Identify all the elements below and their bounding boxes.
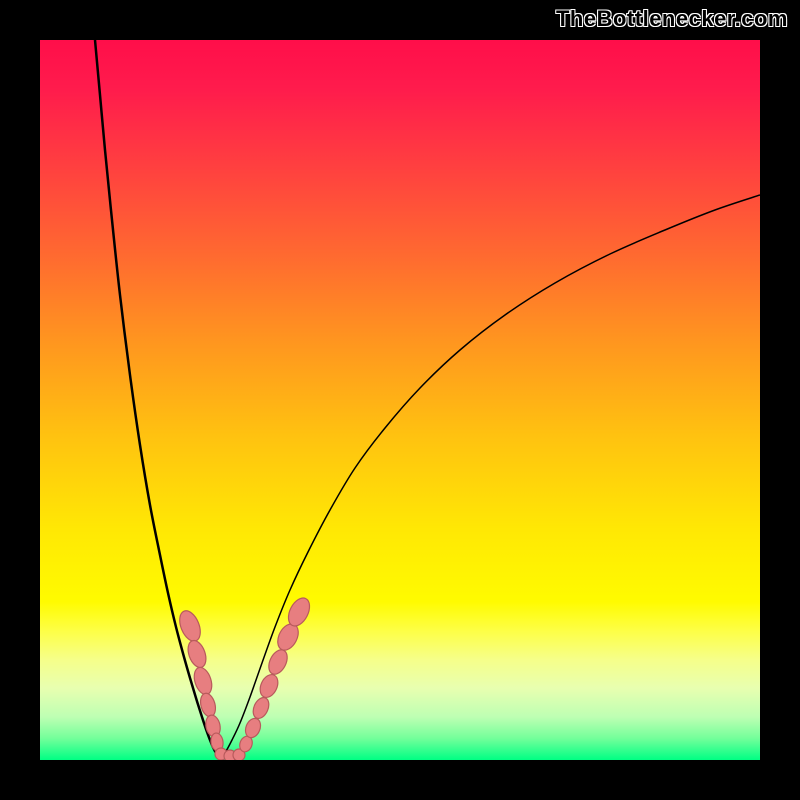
chart-svg xyxy=(40,40,760,760)
watermark-text: TheBottlenecker.com xyxy=(556,6,788,32)
chart-frame: TheBottlenecker.com xyxy=(0,0,800,800)
plot-area xyxy=(40,40,760,760)
gradient-background xyxy=(40,40,760,760)
